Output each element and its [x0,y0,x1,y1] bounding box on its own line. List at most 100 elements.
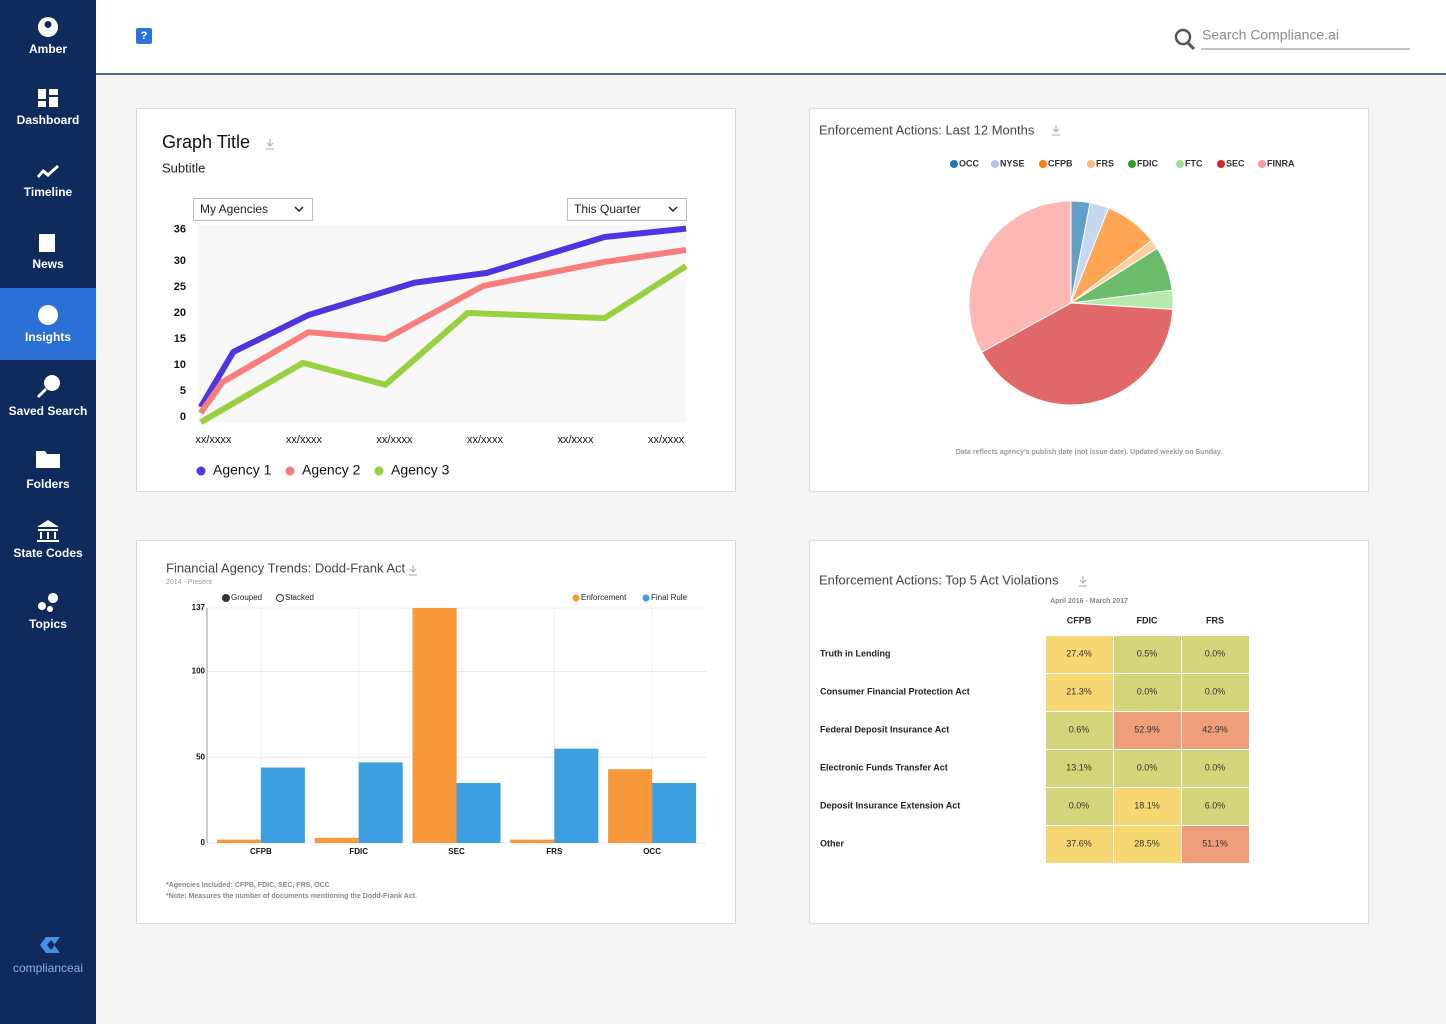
bar [608,769,653,843]
nav-icon[interactable] [38,17,59,37]
y-tick-label: 30 [174,255,186,267]
y-tick-label: 100 [192,667,206,676]
legend-swatch [572,594,580,602]
help-label[interactable]: ? [141,30,148,42]
y-tick-label: 137 [192,603,206,612]
chart-title: Enforcement Actions: Last 12 Months [819,122,1035,137]
nav-label[interactable]: Folders [26,477,70,491]
legend-swatch [285,466,295,476]
legend-label: Final Rule [651,593,688,602]
x-tick-label: xx/xxxx [648,434,685,446]
nav-icon[interactable] [38,305,59,326]
download-icons [266,125,1087,587]
legend-swatch [1258,160,1266,168]
y-tick-label: 5 [180,385,186,397]
bar [554,748,599,843]
mode-label[interactable]: Grouped [231,593,262,602]
row-label: Deposit Insurance Extension Act [820,800,960,810]
nav-icon[interactable] [38,89,58,107]
dropdown-label[interactable]: This Quarter [574,202,641,216]
mode-toggle[interactable] [222,594,230,602]
legend-label: CFPB [1048,158,1073,168]
y-tick-label: 36 [174,224,186,236]
dropdown-label[interactable]: My Agencies [200,202,268,216]
nav-icon[interactable] [39,234,55,252]
cell-label: 51.1% [1202,838,1228,848]
cell-label: 6.0% [1205,800,1226,810]
cell-label: 37.6% [1066,838,1092,848]
download-icon[interactable] [409,565,417,576]
cell-label: 0.0% [1205,648,1226,658]
nav-label[interactable]: State Codes [13,546,83,560]
nav-label[interactable]: Timeline [24,185,73,199]
x-tick-label: FDIC [349,847,368,856]
chart-subtitle: April 2016 - March 2017 [1050,598,1128,605]
cell-label: 21.3% [1066,686,1092,696]
download-icon[interactable] [1052,125,1060,136]
dropdown[interactable] [567,198,687,221]
help-button[interactable] [136,28,152,44]
legend-label: Enforcement [581,593,627,602]
nav-icon[interactable] [37,520,59,542]
x-tick-label: SEC [448,847,465,856]
legend-swatch [1217,160,1225,168]
legend-swatch [1176,160,1184,168]
x-tick-label: xx/xxxx [286,434,323,446]
nav-label[interactable]: Insights [25,330,71,344]
nav-icon[interactable] [38,593,59,612]
nav-label[interactable]: Dashboard [17,113,80,127]
line-series [198,225,687,409]
cell-label: 0.5% [1137,648,1158,658]
cell-label: 27.4% [1066,648,1092,658]
bar [456,782,501,843]
y-tick-label: 20 [174,307,186,319]
brand-logo [40,937,60,953]
legend-label: Agency 1 [213,462,272,478]
legend-label: OCC [959,158,980,168]
x-tick-label: xx/xxxx [558,434,595,446]
column-header: FRS [1206,615,1224,625]
nav-icon[interactable] [37,165,59,178]
chart-subtitle: Subtitle [162,160,205,175]
cell-label: 18.1% [1134,800,1160,810]
legend-swatch [196,466,206,476]
x-tick-label: xx/xxxx [195,434,232,446]
nav-icon[interactable] [36,451,60,468]
x-tick-label: xx/xxxx [376,434,413,446]
brand-name: complianceai [13,961,83,975]
line-series [198,247,687,415]
dropdown[interactable] [193,198,313,221]
nav-label[interactable]: Topics [29,617,67,631]
search-icon[interactable] [1174,28,1192,46]
heat-cell [1182,750,1249,787]
mode-toggle[interactable] [276,594,284,602]
y-tick-label: 50 [196,752,205,761]
download-icon[interactable] [266,139,274,150]
nav-icon[interactable] [37,375,61,398]
legend-swatch [950,160,958,168]
row-label: Electronic Funds Transfer Act [820,762,948,772]
nav-label[interactable]: Saved Search [9,404,88,418]
nav-label[interactable]: Amber [29,42,67,56]
heat-cell [1182,636,1249,673]
legend-swatch [1039,160,1047,168]
search-icon[interactable] [1186,41,1196,51]
cell-label: 0.0% [1069,800,1090,810]
nav-label[interactable]: News [32,257,64,271]
y-tick-label: 0 [180,411,186,423]
search-input[interactable]: Search Compliance.ai [1202,27,1339,43]
heat-cell [1114,674,1181,711]
heat-cell [1182,674,1249,711]
dropdown-chevron[interactable] [294,206,304,213]
download-icon[interactable] [1079,576,1087,587]
pie-slice [980,302,1174,406]
heat-cell [1046,712,1113,749]
row-label: Consumer Financial Protection Act [820,686,970,696]
dropdown-chevron[interactable] [668,206,678,213]
heat-cell [1182,712,1249,749]
cell-label: 0.6% [1069,724,1090,734]
heat-cell [1114,826,1181,863]
bar [358,762,403,843]
mode-label[interactable]: Stacked [285,593,314,602]
